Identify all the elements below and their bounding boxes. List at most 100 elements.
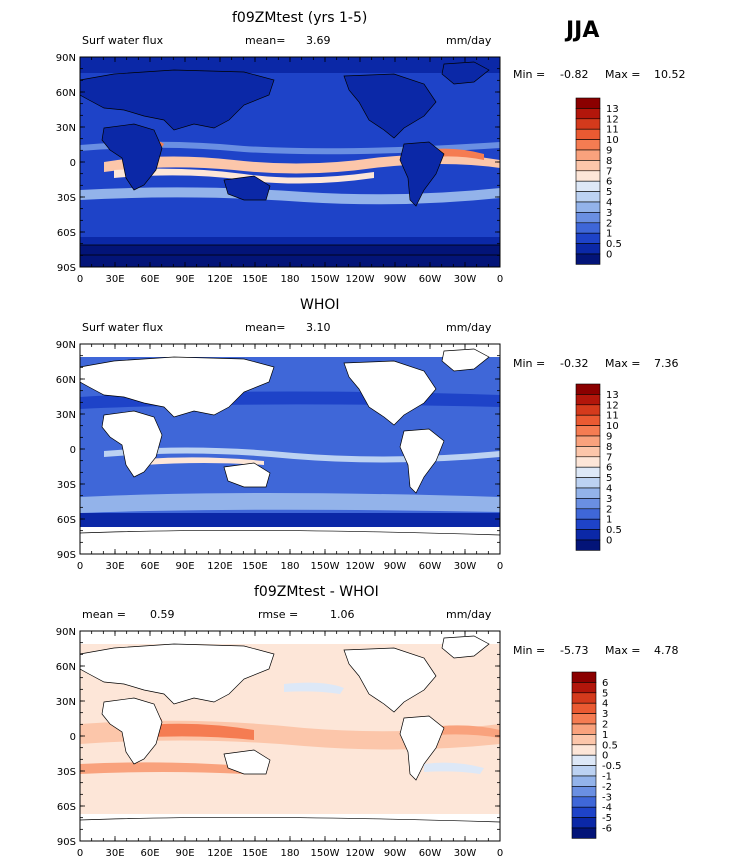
colorbar-label: -0.5 (602, 761, 622, 772)
colorbar-box (575, 232, 601, 244)
colorbar-label: 4 (602, 699, 608, 710)
colorbar-box (575, 97, 601, 109)
lon-label: 60W (419, 561, 442, 572)
colorbar-box (575, 180, 601, 192)
lon-label: 150E (242, 274, 267, 285)
panel1-mean-value: 3.69 (306, 34, 331, 47)
panel2-min-value: -0.32 (560, 357, 589, 370)
lon-label: 0 (77, 274, 83, 285)
colorbar-box (571, 713, 597, 725)
panel3-min-value: -5.73 (560, 644, 589, 657)
lon-label: 60E (140, 561, 159, 572)
lon-label: 30W (454, 561, 477, 572)
panel2-mean-value: 3.10 (306, 321, 331, 334)
colorbar-label: 9 (606, 432, 612, 443)
colorbar-box (575, 518, 601, 530)
colorbar-box (575, 508, 601, 520)
lon-label: 150E (242, 848, 267, 859)
panel1-units: mm/day (446, 34, 492, 47)
panel2-units: mm/day (446, 321, 492, 334)
colorbar-box (575, 446, 601, 458)
colorbar-label: 0.5 (606, 239, 622, 250)
colorbar-box (575, 170, 601, 182)
colorbar-box (575, 139, 601, 151)
lon-label: 0 (77, 848, 83, 859)
lon-label: 60W (419, 274, 442, 285)
colorbar-box (575, 477, 601, 489)
colorbar-label: -4 (602, 803, 612, 814)
lat-label: 30N (56, 697, 76, 708)
panel2-min-label: Min = (513, 357, 546, 370)
panel3-rmse-label: rmse = (258, 608, 299, 621)
panel1-min-label: Min = (513, 68, 546, 81)
panel2-ticks (79, 343, 501, 555)
panel1-ticks (79, 56, 501, 268)
colorbar-box (575, 394, 601, 406)
lat-label: 60S (57, 515, 76, 526)
panel3-max-value: 4.78 (654, 644, 679, 657)
colorbar-label: 13 (606, 390, 619, 401)
panel2-mean-label: mean= (245, 321, 286, 334)
colorbar-box (571, 671, 597, 683)
lon-label: 0 (77, 561, 83, 572)
lat-label: 90S (57, 550, 76, 561)
lon-label: 150W (311, 274, 340, 285)
colorbar-label: -1 (602, 772, 612, 783)
lat-label: 30S (57, 767, 76, 778)
lon-label: 150E (242, 561, 267, 572)
colorbar-box (571, 827, 597, 839)
colorbar-box (575, 466, 601, 478)
colorbar-label: -6 (602, 824, 612, 835)
colorbar-label: 0.5 (602, 740, 618, 751)
colorbar-label: 11 (606, 125, 619, 136)
colorbar-box (571, 754, 597, 766)
lat-label: 90N (56, 340, 76, 351)
colorbar-box (575, 404, 601, 416)
colorbar-box (571, 682, 597, 694)
colorbar-label: -5 (602, 813, 612, 824)
panel3-units: mm/day (446, 608, 492, 621)
colorbar-label: 7 (606, 166, 612, 177)
continents (79, 61, 501, 256)
lon-label: 30W (454, 274, 477, 285)
panel1-mean-label: mean= (245, 34, 286, 47)
lon-label: 90W (384, 274, 407, 285)
colorbar-box (571, 744, 597, 756)
lat-label: 60N (56, 88, 76, 99)
lon-label: 180 (280, 848, 299, 859)
colorbar-label: 0 (606, 250, 612, 261)
lat-label: 0 (70, 445, 76, 456)
lon-label: 90E (175, 848, 194, 859)
lat-label: 90N (56, 53, 76, 64)
colorbar-box (575, 108, 601, 120)
colorbar-label: 5 (606, 187, 612, 198)
colorbar-label: 1 (602, 730, 608, 741)
colorbar-box (575, 201, 601, 213)
colorbar-box (571, 796, 597, 808)
lat-label: 0 (70, 158, 76, 169)
colorbar-box (571, 775, 597, 787)
colorbar-label: 3 (606, 208, 612, 219)
lat-label: 60S (57, 802, 76, 813)
panel1-title: f09ZMtest (yrs 1-5) (232, 10, 368, 26)
colorbar-box (571, 734, 597, 746)
colorbar-box (575, 243, 601, 255)
lon-label: 120W (346, 561, 375, 572)
colorbar-label: 2 (602, 720, 608, 731)
lat-label: 90S (57, 263, 76, 274)
colorbar-label: 2 (606, 504, 612, 515)
lon-label: 60E (140, 848, 159, 859)
lon-label: 150W (311, 561, 340, 572)
lon-label: 30W (454, 848, 477, 859)
lon-label: 30E (105, 561, 124, 572)
lon-label: 180 (280, 561, 299, 572)
lon-label: 90W (384, 561, 407, 572)
colorbar-label: 8 (606, 156, 612, 167)
colorbar-box (575, 529, 601, 541)
panel3-rmse-value: 1.06 (330, 608, 355, 621)
lon-label: 90W (384, 848, 407, 859)
